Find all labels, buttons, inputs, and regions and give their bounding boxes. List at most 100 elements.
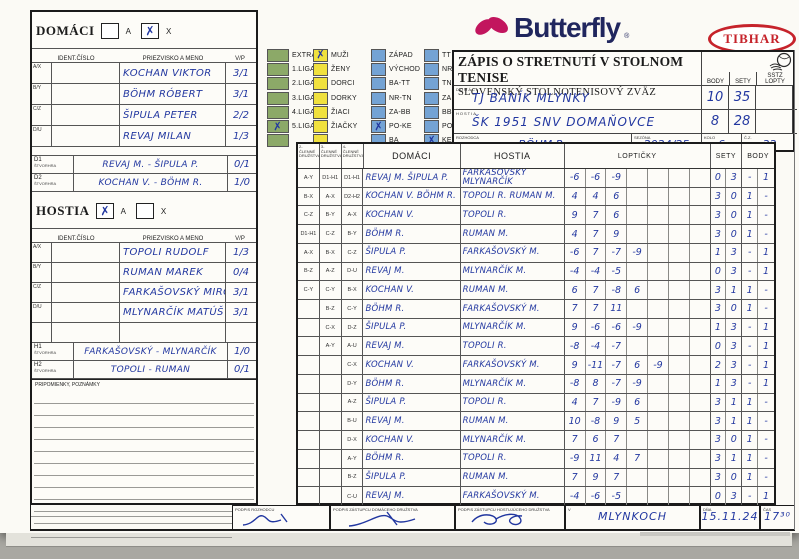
place-value: MLYNKOCH <box>597 510 668 523</box>
league-checkbox <box>313 77 328 91</box>
sety-domaci: 1 <box>711 243 727 262</box>
league-option: ZA <box>424 91 453 105</box>
ball-score-cell <box>648 225 669 243</box>
ruled-line <box>34 428 254 440</box>
doubles-row: D1 ŠTVORHRA REVAJ M. - ŠIPULA P. 0/1 <box>32 156 256 174</box>
ball-score-cell <box>669 374 690 393</box>
league-option: ŽENY <box>313 62 357 76</box>
doubles-sublabel: ŠTVORHRA <box>34 163 57 168</box>
match-hostia-player: RUMAN M. <box>461 281 565 300</box>
league-label: MUŽI <box>331 51 349 59</box>
player-ident-cell <box>52 105 120 125</box>
league-checkbox: ✗ <box>371 119 386 133</box>
league-checkbox: ✗ <box>267 119 289 134</box>
match-hostia-player: FARKAŠOVSKÝ M. <box>461 356 565 374</box>
sety-domaci: 3 <box>711 300 727 318</box>
order-3member: A-Y <box>320 337 342 356</box>
league-label: ZA-BB <box>389 108 411 116</box>
body-domaci: 1 <box>742 449 759 468</box>
player-ident-cell <box>52 323 120 342</box>
ident-column-header: IDENT.ČÍSLO <box>57 236 95 242</box>
match-row: A-Z ŠIPULA P. TOPOLI R. 4 7 -9 6 3 1 1- <box>298 393 774 413</box>
match-row: C-Y C-Y B-X KOCHAN V. RUMAN M. 6 7 -8 6 3 1 1- <box>298 281 774 301</box>
league-label: KE <box>442 137 452 145</box>
match-number-label: Č.Z. <box>744 135 752 140</box>
date-value: 15.11.24 <box>701 510 759 523</box>
league-label: ŽIAČKY <box>331 123 358 131</box>
player-row: B/Y BÖHM RÓBERT 3/1 <box>32 84 256 105</box>
ball-score-cell: 4 <box>565 187 586 206</box>
order-4member: D-X <box>342 431 364 449</box>
player-row <box>32 323 256 343</box>
body-domaci: - <box>742 487 759 506</box>
league-label: PO <box>442 123 453 131</box>
order-2member <box>298 412 320 431</box>
match-row: D1-H1 C-Z B-Y BÖHM R. RUMAN M. 4 7 9 3 0 1- <box>298 225 774 244</box>
match-hostia-player: TOPOLI R. RUMAN M. <box>461 187 565 206</box>
ball-score-cell <box>627 187 649 206</box>
doubles-vp: 1/0 <box>233 346 251 357</box>
registered-mark: ® <box>624 33 630 40</box>
ball-score-cell: 7 <box>586 393 607 412</box>
player-name: TOPOLI RUDOLF <box>120 243 226 262</box>
body-hostia: - <box>764 284 768 296</box>
league-checkbox <box>424 91 439 105</box>
sety-domaci: 3 <box>711 468 727 487</box>
doubles-names: TOPOLI - RUMAN <box>74 361 228 378</box>
ball-score-cell <box>669 206 690 225</box>
body-hostia: 1 <box>763 378 770 390</box>
hostia-title: HOSTIA <box>36 203 90 218</box>
league-checkbox <box>424 77 439 91</box>
vp-column-header: V/P <box>235 56 245 62</box>
handwritten-x-mark: ✗ <box>272 119 284 134</box>
match-domaci-player: KOCHAN V. <box>363 281 461 300</box>
hostia-checkbox-x <box>135 203 154 219</box>
domaci-table-header: IDENT.ČÍSLO PRIEZVISKO A MENO V/P <box>32 49 256 63</box>
domaci-doubles-list: D1 ŠTVORHRA REVAJ M. - ŠIPULA P. 0/1 D2 ŠTVOR… <box>32 156 256 192</box>
league-label: 1.LIGA <box>292 65 315 73</box>
order-3member: B-Y <box>320 206 342 225</box>
ball-score-cell: 4 <box>606 449 628 468</box>
body-domaci: - <box>742 262 759 281</box>
domaci-title: DOMÁCI <box>36 23 95 38</box>
doubles-vp: 0/1 <box>233 159 251 170</box>
form-titles: ZÁPIS O STRETNUTÍ V STOLNOM TENISE SLOVE… <box>454 52 702 98</box>
season-label: SEZÓNA <box>634 135 651 140</box>
league-option: PO <box>424 119 453 134</box>
ball-score-cell: 7 <box>586 243 607 262</box>
order-2member: B-Z <box>298 262 320 281</box>
player-name <box>120 323 226 342</box>
player-position-label: A/X <box>32 63 52 83</box>
ball-score-cell: 7 <box>565 468 586 487</box>
league-option: DORCI <box>313 77 357 91</box>
body-column-label: BODY <box>706 79 724 85</box>
ball-score-cell: -9 <box>627 243 649 262</box>
sety-hostia: 3 <box>726 169 743 187</box>
ruled-line <box>34 500 254 512</box>
time-cell: ČAS 17³⁰ <box>760 505 795 530</box>
doubles-names: REVAJ M. - ŠIPULA P. <box>74 156 228 173</box>
referee-label: ROZHODCA <box>456 135 479 140</box>
hostia-lopty-cell <box>756 110 793 133</box>
league-option: ŽIACI <box>313 105 357 119</box>
order-2member <box>298 449 320 468</box>
league-checkbox <box>424 120 439 134</box>
sety-hostia: 0 <box>726 187 743 206</box>
ball-score-cell <box>690 281 711 300</box>
ball-score-cell <box>690 431 711 449</box>
body-hostia: 1 <box>763 340 770 352</box>
teams-panel: DOMÁCI A ✗ X IDENT.ČÍSLO PRIEZVISKO A ME… <box>30 10 258 524</box>
form-right-border <box>794 50 795 530</box>
sety-domaci: 3 <box>711 449 727 468</box>
order-2member: C-Z <box>298 206 320 225</box>
match-hostia-player: FARKAŠOVSKÝ M. <box>461 300 565 318</box>
body-domaci: 1 <box>742 281 759 300</box>
ball-score-cell: 6 <box>565 281 586 300</box>
league-checkbox <box>267 77 289 91</box>
match-domaci-player: BÖHM R. <box>363 300 461 318</box>
ball-score-cell: -4 <box>586 262 607 281</box>
league-label: NR <box>442 65 453 73</box>
date-cell: DŇA 15.11.24 <box>700 505 760 530</box>
form-title: ZÁPIS O STRETNUTÍ V STOLNOM TENISE <box>458 54 684 85</box>
order-2member <box>298 431 320 449</box>
